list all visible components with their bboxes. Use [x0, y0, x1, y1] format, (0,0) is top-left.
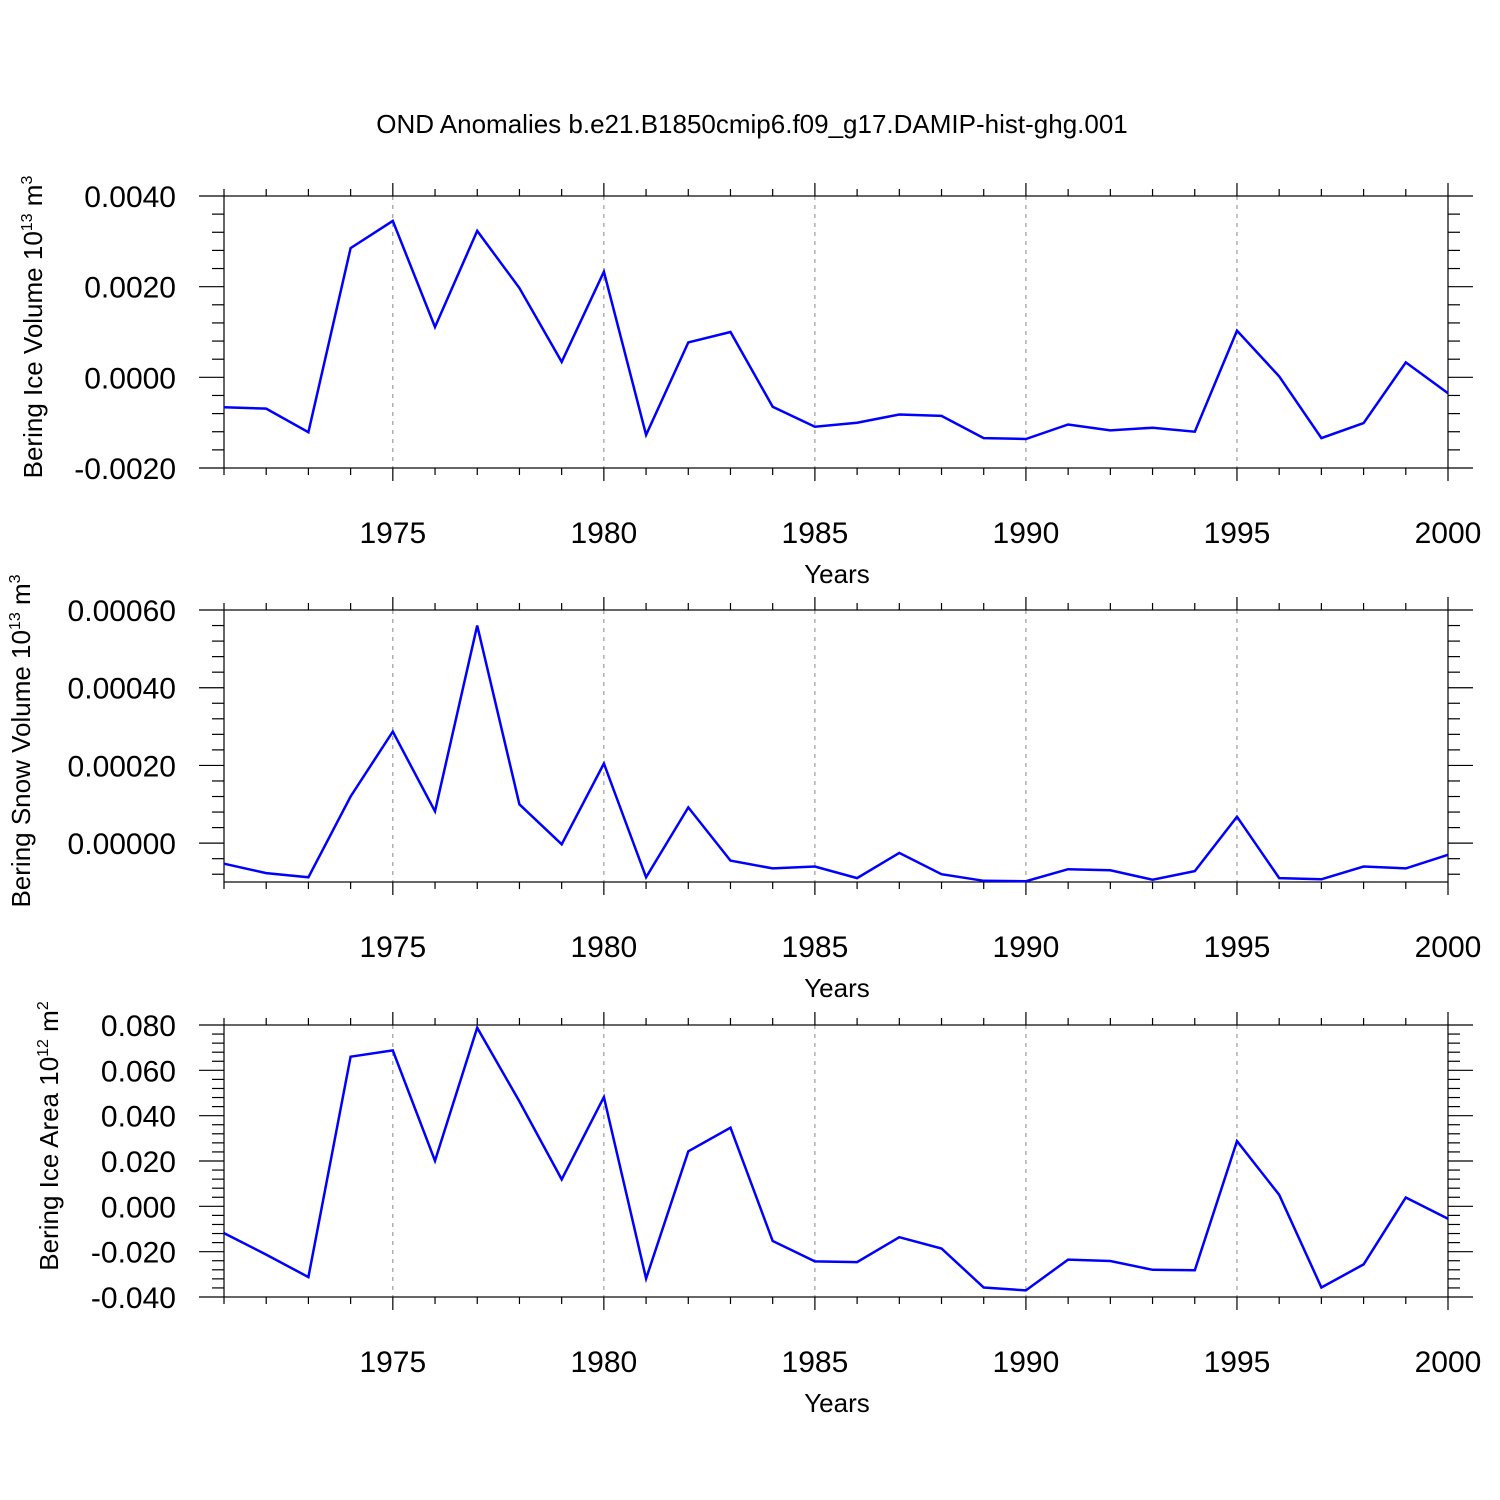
ice-area-xaxis-label: Years	[804, 1388, 870, 1418]
ice-volume-ytick-label: 0.0040	[84, 181, 176, 214]
ice-volume-xtick-label: 1985	[782, 517, 849, 550]
panel-ice-volume: -0.0020 0.0000 0.0020 0.0040 1975 1980 1985 199…	[18, 176, 1481, 589]
ice-area-plot-frame	[223, 1024, 1449, 1298]
snow-volume-xaxis-label: Years	[804, 973, 870, 1003]
snow-volume-plot-frame	[223, 609, 1449, 883]
ice-area-ytick-label: -0.040	[91, 1282, 176, 1315]
snow-volume-xtick-label: 1995	[1204, 931, 1271, 964]
ice-volume-ytick-label: 0.0020	[84, 272, 176, 305]
snow-volume-ytick-label: 0.00040	[68, 673, 176, 706]
ice-area-xtick-label: 1995	[1204, 1346, 1271, 1379]
ice-volume-xaxis-label: Years	[804, 559, 870, 589]
snow-volume-xtick-label: 1980	[570, 931, 637, 964]
ice-area-xtick-label: 1975	[359, 1346, 426, 1379]
ice-area-xtick-label: 2000	[1415, 1346, 1482, 1379]
snow-volume-ytick-label: 0.00020	[68, 750, 176, 783]
ice-area-ytick-label: -0.020	[91, 1237, 176, 1270]
snow-volume-xtick-label: 1975	[359, 931, 426, 964]
ice-area-ytick-label: 0.020	[101, 1146, 176, 1179]
ice-volume-yaxis-label: Bering Ice Volume 1013 m3	[18, 176, 48, 479]
ice-volume-xtick-label: 2000	[1415, 517, 1482, 550]
ice-area-series-line	[223, 1024, 1449, 1292]
ice-area-xtick-label: 1990	[993, 1346, 1060, 1379]
ice-volume-xtick-label: 1990	[993, 517, 1060, 550]
ice-volume-series-line	[223, 219, 1449, 441]
ice-area-xtick-label: 1980	[570, 1346, 637, 1379]
panel-snow-volume: 0.00000 0.00020 0.00040 0.00060 1975 1980 1985…	[6, 574, 1481, 1003]
snow-volume-yaxis-label: Bering Snow Volume 1013 m3	[6, 574, 36, 907]
snow-volume-ytick-label: 0.00000	[68, 828, 176, 861]
ice-area-ytick-label: 0.080	[101, 1010, 176, 1043]
snow-volume-xtick-label: 1990	[993, 931, 1060, 964]
snow-volume-series-line	[223, 625, 1449, 883]
ice-area-xtick-label: 1985	[782, 1346, 849, 1379]
panel-ice-area: -0.040 -0.020 0.000 0.020 0.040 0.060 0.080 197…	[34, 1001, 1481, 1418]
figure-title: OND Anomalies b.e21.B1850cmip6.f09_g17.D…	[376, 109, 1128, 139]
ice-volume-plot-frame	[223, 195, 1449, 469]
ice-volume-ytick-label: -0.0020	[74, 453, 176, 486]
ice-area-ytick-label: 0.040	[101, 1101, 176, 1134]
ice-volume-xtick-label: 1995	[1204, 517, 1271, 550]
snow-volume-xtick-label: 2000	[1415, 931, 1482, 964]
ice-area-ytick-label: 0.060	[101, 1055, 176, 1088]
snow-volume-ytick-label: 0.00060	[68, 595, 176, 628]
ice-area-yaxis-label: Bering Ice Area 1012 m2	[34, 1001, 64, 1271]
ice-volume-xtick-label: 1975	[359, 517, 426, 550]
ice-area-ytick-label: 0.000	[101, 1191, 176, 1224]
ice-volume-xtick-label: 1980	[570, 517, 637, 550]
snow-volume-xtick-label: 1985	[782, 931, 849, 964]
ice-volume-ytick-label: 0.0000	[84, 362, 176, 395]
